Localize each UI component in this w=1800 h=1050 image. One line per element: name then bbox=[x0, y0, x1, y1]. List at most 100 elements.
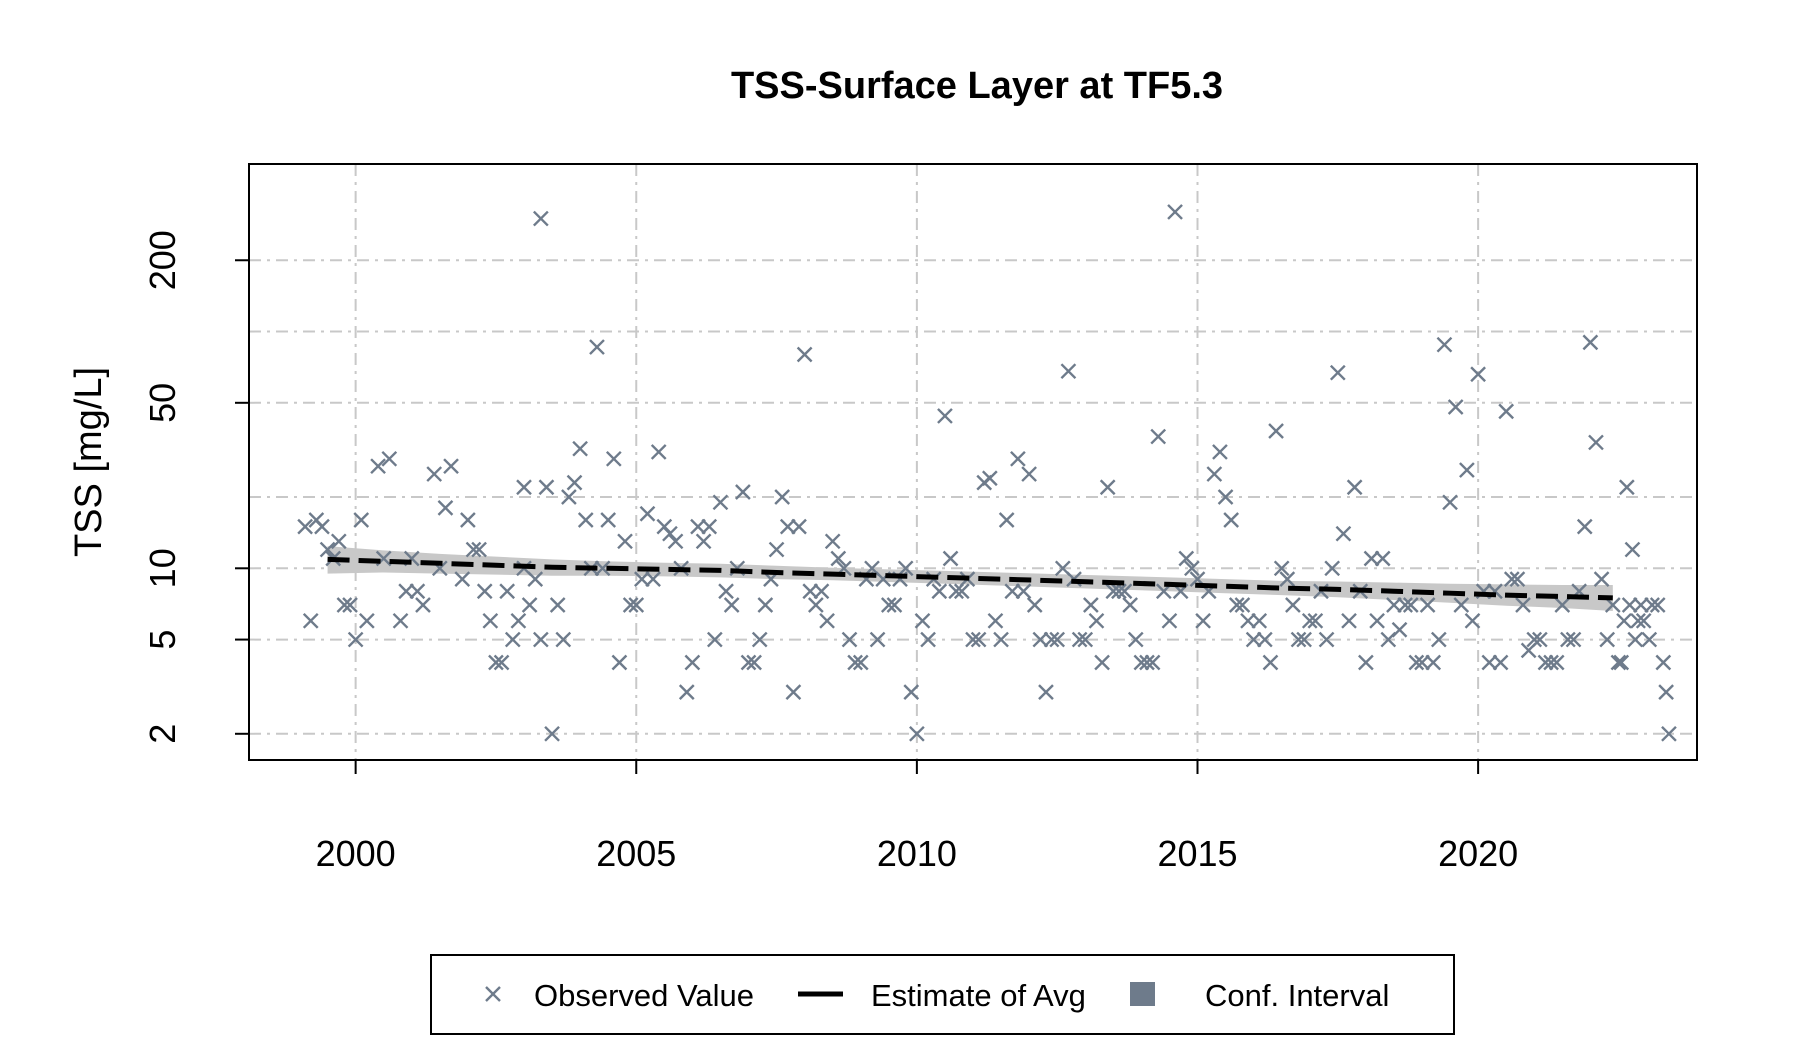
observed-point bbox=[1212, 444, 1228, 460]
observed-point bbox=[1139, 654, 1155, 671]
observed-point bbox=[398, 583, 414, 600]
observed-point bbox=[555, 631, 572, 648]
observed-point bbox=[594, 560, 611, 577]
conf-interval-band bbox=[327, 546, 1613, 612]
observed-point bbox=[1616, 612, 1632, 629]
observed-point bbox=[1459, 462, 1475, 478]
observed-point bbox=[830, 550, 847, 567]
observed-point bbox=[465, 541, 482, 558]
observed-point bbox=[1234, 597, 1251, 613]
x-tick-label: 2015 bbox=[1157, 833, 1237, 874]
observed-point bbox=[1554, 597, 1571, 613]
observed-point bbox=[319, 541, 336, 558]
observed-point bbox=[1111, 583, 1127, 600]
observed-point bbox=[1369, 612, 1385, 629]
observed-point bbox=[1363, 550, 1380, 567]
observed-point bbox=[347, 631, 364, 648]
observed-point bbox=[499, 583, 516, 600]
observed-point bbox=[712, 494, 729, 511]
observed-point bbox=[1240, 612, 1256, 629]
observed-point bbox=[1649, 597, 1666, 613]
observed-point bbox=[1627, 631, 1644, 648]
observed-point bbox=[662, 525, 678, 542]
legend-box bbox=[430, 954, 1455, 1035]
observed-point bbox=[981, 470, 998, 487]
observed-point bbox=[1094, 654, 1110, 671]
observed-point bbox=[1167, 204, 1183, 220]
observed-point bbox=[824, 533, 841, 550]
observed-point bbox=[774, 489, 791, 505]
observed-point bbox=[1217, 489, 1234, 505]
observed-point bbox=[1296, 631, 1312, 648]
observed-point bbox=[532, 631, 549, 648]
observed-point bbox=[1661, 725, 1677, 742]
observed-point bbox=[1582, 334, 1599, 351]
observed-point bbox=[1116, 583, 1133, 600]
plot-frame bbox=[248, 163, 1698, 761]
observed-point bbox=[1105, 583, 1122, 600]
observed-point bbox=[1228, 597, 1245, 613]
observed-point bbox=[561, 489, 577, 505]
observed-point bbox=[1038, 684, 1054, 700]
observed-point bbox=[796, 346, 813, 363]
observed-point bbox=[1658, 684, 1674, 700]
observed-point bbox=[617, 533, 633, 550]
observed-point bbox=[751, 631, 768, 648]
observed-point bbox=[808, 597, 824, 613]
observed-point bbox=[1593, 571, 1610, 587]
observed-point bbox=[937, 408, 953, 424]
observed-point bbox=[740, 654, 757, 671]
observed-point bbox=[942, 550, 959, 567]
observed-point bbox=[886, 597, 903, 613]
observed-point bbox=[1077, 631, 1094, 648]
observed-point bbox=[953, 583, 970, 600]
observed-point bbox=[381, 450, 398, 467]
observed-point bbox=[1509, 571, 1526, 587]
observed-point bbox=[1604, 597, 1621, 613]
observed-point bbox=[1273, 560, 1290, 577]
observed-point bbox=[392, 612, 409, 629]
observed-point bbox=[1430, 631, 1447, 648]
observed-point bbox=[622, 597, 639, 613]
observed-point bbox=[768, 541, 785, 558]
observed-point bbox=[1548, 654, 1565, 671]
observed-point bbox=[1060, 363, 1077, 380]
observed-point bbox=[1537, 654, 1554, 671]
observed-point bbox=[1251, 612, 1268, 629]
observed-point bbox=[1560, 631, 1576, 648]
observed-point bbox=[549, 597, 566, 613]
y-tick-label: 50 bbox=[142, 383, 183, 423]
observed-point bbox=[667, 533, 684, 550]
observed-point bbox=[370, 458, 386, 475]
observed-point bbox=[611, 654, 628, 671]
observed-point bbox=[527, 571, 544, 587]
observed-point bbox=[970, 631, 987, 648]
legend-ci-label: Conf. Interval bbox=[1205, 978, 1389, 1013]
observed-point bbox=[998, 512, 1015, 528]
observed-point bbox=[723, 597, 740, 613]
observed-point bbox=[589, 339, 605, 355]
observed-point bbox=[342, 597, 358, 613]
x-tick-label: 2000 bbox=[316, 833, 396, 874]
observed-point bbox=[1613, 654, 1630, 671]
observed-point bbox=[869, 631, 886, 648]
observed-point bbox=[460, 512, 476, 528]
observed-point bbox=[813, 583, 830, 600]
observed-point bbox=[1419, 597, 1436, 613]
observed-point bbox=[415, 597, 431, 613]
observed-point bbox=[909, 725, 925, 742]
observed-point bbox=[1268, 423, 1284, 439]
legend-observed-label: Observed Value bbox=[534, 978, 754, 1013]
observed-point bbox=[1329, 364, 1346, 381]
observed-point bbox=[297, 518, 313, 535]
observed-point bbox=[639, 505, 656, 522]
observed-point bbox=[1279, 571, 1296, 587]
observed-point bbox=[544, 725, 560, 742]
observed-point bbox=[718, 583, 734, 600]
legend: Observed Value Estimate of Avg Conf. Int… bbox=[430, 954, 1455, 1035]
observed-point bbox=[802, 583, 819, 600]
x-axis: 2000 2005 2010 2015 2020 bbox=[316, 759, 1518, 874]
observed-point bbox=[314, 518, 330, 535]
observed-point bbox=[1621, 597, 1638, 613]
